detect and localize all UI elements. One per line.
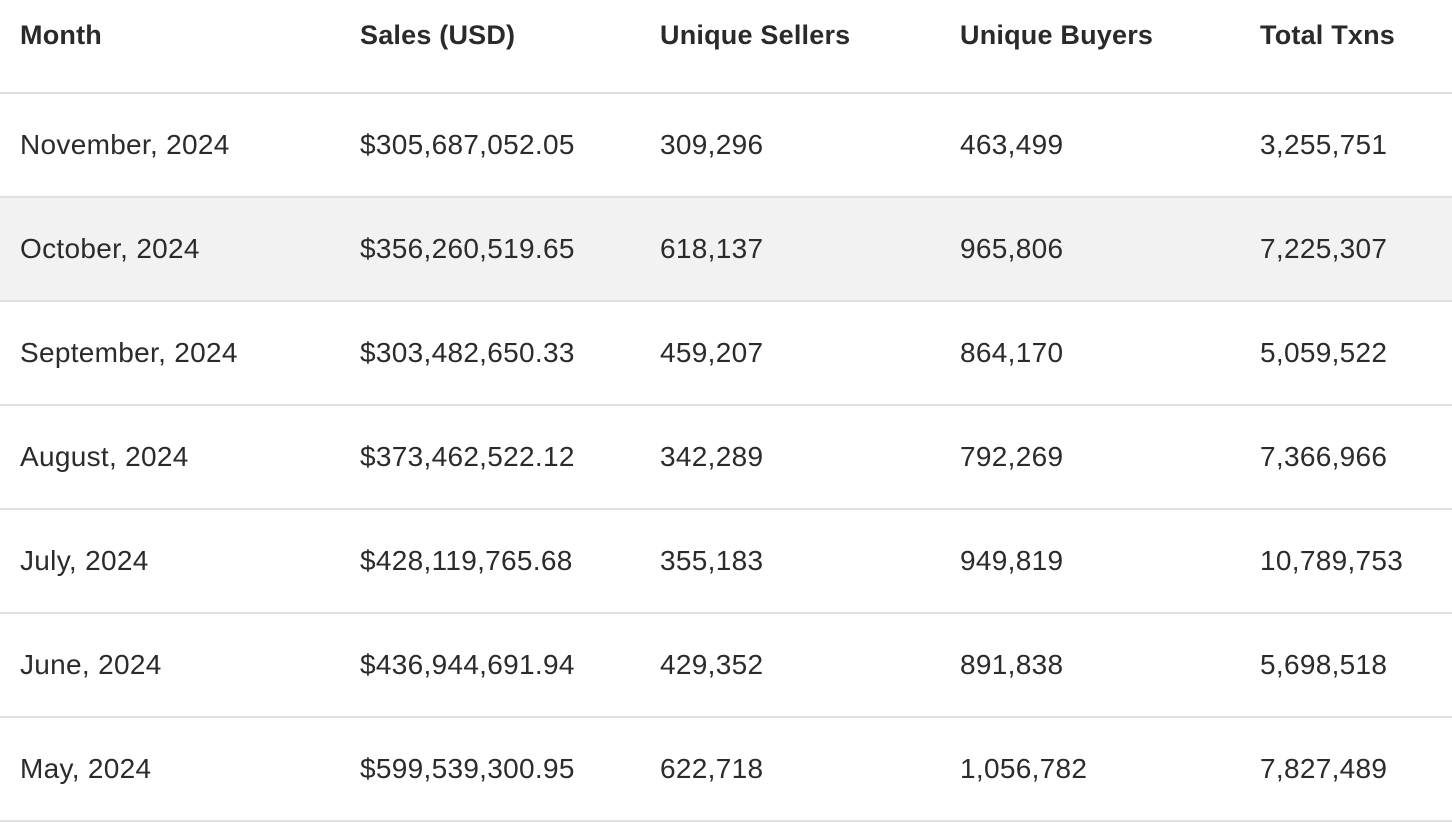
table-header: Month Sales (USD) Unique Sellers Unique … bbox=[0, 0, 1452, 94]
cell-month: November, 2024 bbox=[0, 93, 340, 198]
cell-unique-buyers: 949,819 bbox=[940, 509, 1240, 614]
cell-unique-buyers: 965,806 bbox=[940, 197, 1240, 302]
cell-sales: $436,944,691.94 bbox=[340, 613, 640, 718]
cell-unique-buyers: 463,499 bbox=[940, 93, 1240, 198]
cell-sales: $599,539,300.95 bbox=[340, 717, 640, 822]
column-header-unique-sellers[interactable]: Unique Sellers bbox=[640, 0, 940, 94]
cell-month: October, 2024 bbox=[0, 197, 340, 302]
cell-total-txns: 3,255,751 bbox=[1240, 93, 1452, 198]
column-header-sales[interactable]: Sales (USD) bbox=[340, 0, 640, 94]
cell-unique-sellers: 309,296 bbox=[640, 93, 940, 198]
header-row: Month Sales (USD) Unique Sellers Unique … bbox=[0, 0, 1452, 94]
cell-unique-sellers: 622,718 bbox=[640, 717, 940, 822]
table-row: September, 2024 $303,482,650.33 459,207 … bbox=[0, 301, 1452, 406]
column-header-month[interactable]: Month bbox=[0, 0, 340, 94]
cell-total-txns: 7,827,489 bbox=[1240, 717, 1452, 822]
table-row: June, 2024 $436,944,691.94 429,352 891,8… bbox=[0, 613, 1452, 718]
cell-unique-buyers: 891,838 bbox=[940, 613, 1240, 718]
cell-unique-sellers: 342,289 bbox=[640, 405, 940, 510]
cell-month: May, 2024 bbox=[0, 717, 340, 822]
cell-unique-buyers: 792,269 bbox=[940, 405, 1240, 510]
cell-total-txns: 5,698,518 bbox=[1240, 613, 1452, 718]
cell-sales: $428,119,765.68 bbox=[340, 509, 640, 614]
table-row: November, 2024 $305,687,052.05 309,296 4… bbox=[0, 93, 1452, 198]
cell-sales: $305,687,052.05 bbox=[340, 93, 640, 198]
table-row: October, 2024 $356,260,519.65 618,137 96… bbox=[0, 197, 1452, 302]
table-row: August, 2024 $373,462,522.12 342,289 792… bbox=[0, 405, 1452, 510]
column-header-unique-buyers[interactable]: Unique Buyers bbox=[940, 0, 1240, 94]
cell-sales: $356,260,519.65 bbox=[340, 197, 640, 302]
cell-month: July, 2024 bbox=[0, 509, 340, 614]
cell-total-txns: 5,059,522 bbox=[1240, 301, 1452, 406]
cell-unique-sellers: 429,352 bbox=[640, 613, 940, 718]
cell-month: August, 2024 bbox=[0, 405, 340, 510]
cell-unique-buyers: 864,170 bbox=[940, 301, 1240, 406]
column-header-total-txns[interactable]: Total Txns bbox=[1240, 0, 1452, 94]
cell-total-txns: 10,789,753 bbox=[1240, 509, 1452, 614]
cell-month: June, 2024 bbox=[0, 613, 340, 718]
table-row: July, 2024 $428,119,765.68 355,183 949,8… bbox=[0, 509, 1452, 614]
table-row: May, 2024 $599,539,300.95 622,718 1,056,… bbox=[0, 717, 1452, 822]
cell-sales: $303,482,650.33 bbox=[340, 301, 640, 406]
cell-unique-sellers: 618,137 bbox=[640, 197, 940, 302]
cell-total-txns: 7,225,307 bbox=[1240, 197, 1452, 302]
table-body: November, 2024 $305,687,052.05 309,296 4… bbox=[0, 93, 1452, 822]
cell-total-txns: 7,366,966 bbox=[1240, 405, 1452, 510]
cell-unique-sellers: 459,207 bbox=[640, 301, 940, 406]
cell-unique-sellers: 355,183 bbox=[640, 509, 940, 614]
cell-unique-buyers: 1,056,782 bbox=[940, 717, 1240, 822]
cell-sales: $373,462,522.12 bbox=[340, 405, 640, 510]
cell-month: September, 2024 bbox=[0, 301, 340, 406]
